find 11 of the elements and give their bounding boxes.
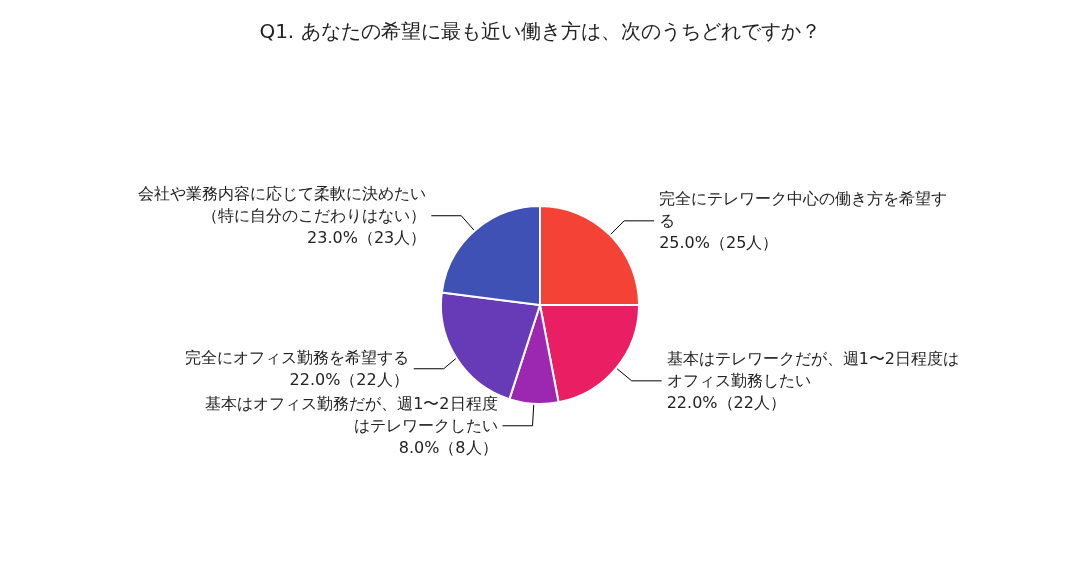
data-label: 8.0%（8人）: [398, 438, 498, 458]
data-label: 22.0%（22人）: [289, 370, 409, 390]
slice-label: 基本はテレワークだが、週1〜2日程度はオフィス勤務したい: [666, 349, 960, 391]
data-label: 22.0%（22人）: [666, 393, 786, 413]
slice-label: 基本はオフィス勤務だが、週1〜2日程度はテレワークしたい: [205, 394, 498, 436]
slice-label: 完全にオフィス勤務を希望する: [184, 348, 409, 368]
chart-title: Q1. あなたの希望に最も近い働き方は、次のうちどれですか？: [259, 19, 821, 43]
slice-label: 会社や業務内容に応じて柔軟に決めたい（特に自分のこだわりはない）: [138, 184, 427, 226]
data-label: 23.0%（23人）: [307, 228, 427, 248]
slice-label: 完全にテレワーク中心の働き方を希望する: [659, 189, 948, 231]
data-label: 25.0%（25人）: [659, 233, 779, 253]
